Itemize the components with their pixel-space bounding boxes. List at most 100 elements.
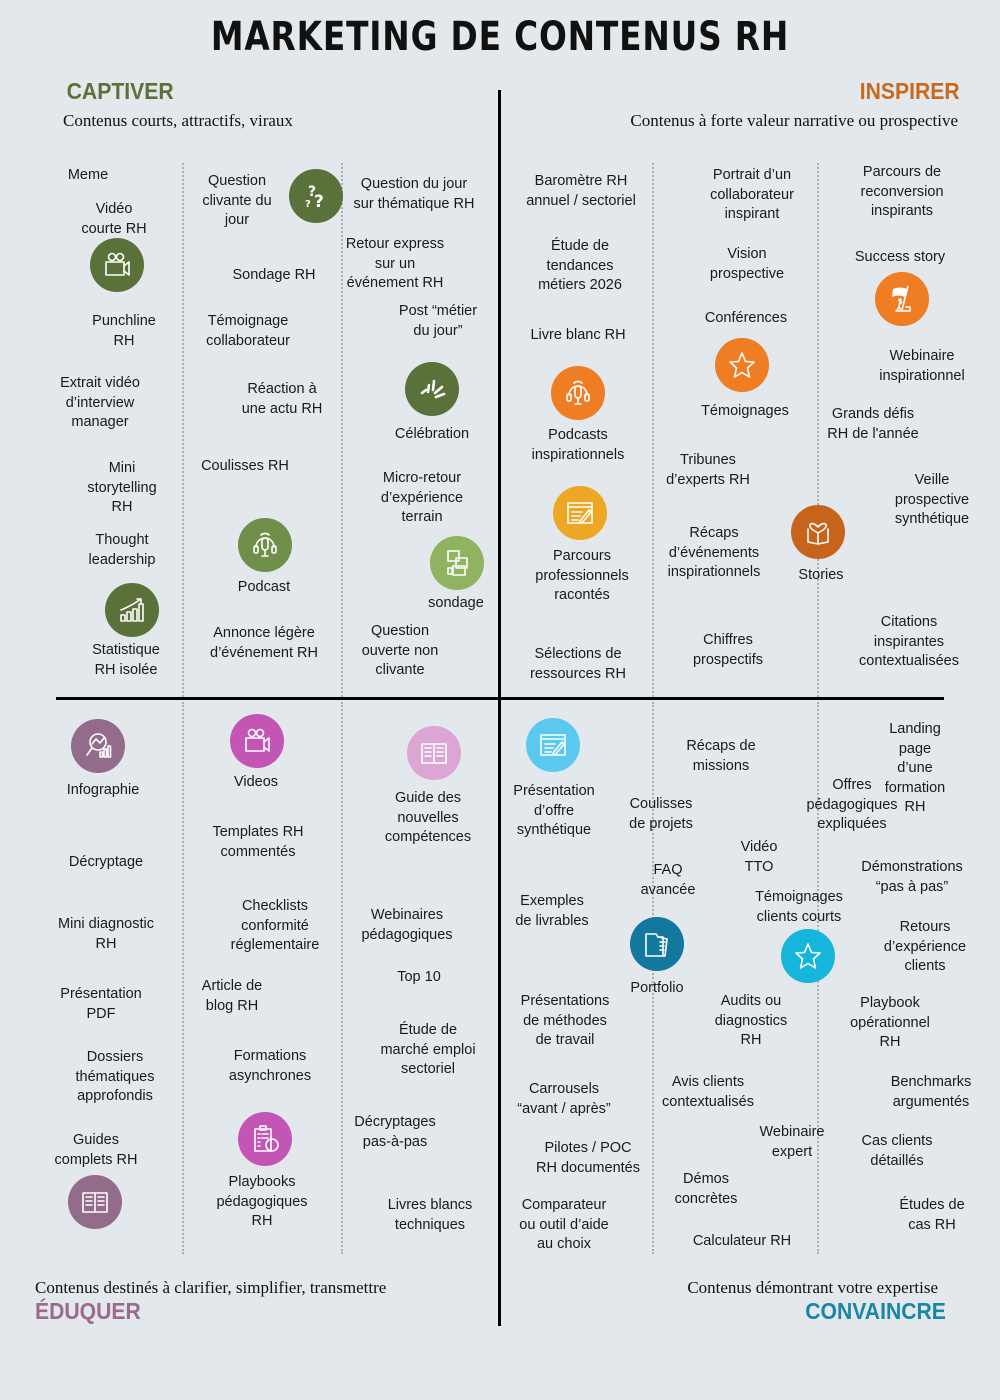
content-type-item: Landing page d’une formation RH xyxy=(884,721,946,815)
content-type-item: Récaps d’événements inspirationnels xyxy=(667,525,761,580)
quadrant-title-inspirer: INSPIRER xyxy=(860,78,960,104)
content-type-item: Calculateur RH xyxy=(692,1233,792,1249)
content-type-item: Thought leadership xyxy=(88,532,156,568)
column-divider xyxy=(652,163,654,697)
content-type-item: Stories xyxy=(798,567,844,583)
svg-text:?: ? xyxy=(314,192,324,212)
quadrant-subtitle-captiver: Contenus courts, attractifs, viraux xyxy=(63,111,293,130)
content-type-item: Exemples de livrables xyxy=(515,893,589,929)
content-type-item: Tribunes d’experts RH xyxy=(666,452,750,488)
content-type-item: Coulisses de projets xyxy=(629,796,693,832)
content-type-item: Conférences xyxy=(704,310,788,326)
vertical-axis-divider xyxy=(498,90,501,1326)
content-type-item: FAQ avancée xyxy=(640,862,696,898)
content-type-item: Études de cas RH xyxy=(899,1197,965,1233)
content-type-item: Question du jour sur thématique RH xyxy=(353,176,475,212)
content-type-item: Post “métier du jour” xyxy=(398,303,478,339)
content-type-item: Question ouverte non clivante xyxy=(361,623,439,678)
content-type-item: Guides complets RH xyxy=(54,1132,138,1168)
content-type-item: Citations inspirantes contextualisées xyxy=(859,614,959,669)
content-type-item: Mini diagnostic RH xyxy=(58,916,154,952)
content-type-item: Webinaire expert xyxy=(759,1124,825,1160)
content-type-item: Vidéo TTO xyxy=(740,839,778,875)
content-type-item: Vidéo courte RH xyxy=(81,201,147,237)
content-type-item: Sondage RH xyxy=(232,267,316,283)
open-book-heart-icon xyxy=(791,505,845,559)
poll-screens-icon xyxy=(430,536,484,590)
column-divider xyxy=(341,163,343,697)
portfolio-folder-icon xyxy=(630,917,684,971)
content-type-item: Coulisses RH xyxy=(201,458,289,474)
content-type-item: Démos concrètes xyxy=(674,1171,738,1207)
content-type-item: Chiffres prospectifs xyxy=(692,632,764,668)
horizontal-axis-divider xyxy=(56,697,944,700)
podcast-microphone-icon xyxy=(238,518,292,572)
content-type-item: Étude de marché emploi sectoriel xyxy=(380,1022,476,1077)
writing-document-icon xyxy=(526,718,580,772)
content-type-item: Punchline RH xyxy=(92,313,156,349)
content-type-item: Formations asynchrones xyxy=(228,1048,312,1084)
podcast-microphone-icon xyxy=(551,366,605,420)
content-type-item: Témoignages xyxy=(701,403,789,419)
content-type-item: Success story xyxy=(854,249,946,265)
quadrant-title-eduquer: ÉDUQUER xyxy=(35,1298,141,1324)
content-type-item: Mini storytelling RH xyxy=(87,460,157,515)
column-divider xyxy=(341,702,343,1254)
content-type-item: Présentations de méthodes de travail xyxy=(520,993,610,1048)
content-type-item: Retours d’expérience clients xyxy=(883,919,967,974)
content-type-item: Pilotes / POC RH documentés xyxy=(536,1140,640,1176)
question-marks-icon: ??? xyxy=(289,169,343,223)
summit-flag-icon xyxy=(875,272,929,326)
content-type-item: Dossiers thématiques approfondis xyxy=(75,1049,155,1104)
content-type-item: Comparateur ou outil d’aide au choix xyxy=(519,1197,609,1252)
content-type-item: Témoignage collaborateur xyxy=(206,313,290,349)
star-icon xyxy=(781,929,835,983)
content-type-item: Webinaires pédagogiques xyxy=(361,907,453,943)
content-type-item: Playbooks pédagogiques RH xyxy=(216,1174,308,1229)
content-type-item: Vision prospective xyxy=(709,246,785,282)
open-book-icon xyxy=(68,1175,122,1229)
content-type-item: Avis clients contextualisés xyxy=(662,1074,754,1110)
content-type-item: Videos xyxy=(233,774,279,790)
video-camera-icon xyxy=(230,714,284,768)
content-type-item: Témoignages clients courts xyxy=(755,889,843,925)
content-type-item: Statistique RH isolée xyxy=(92,642,160,678)
content-type-item: Cas clients détaillés xyxy=(861,1133,933,1169)
growth-chart-icon xyxy=(105,583,159,637)
content-type-item: Livres blancs techniques xyxy=(387,1197,473,1233)
content-type-item: Décryptage xyxy=(68,854,144,870)
content-type-item: Parcours professionnels racontés xyxy=(535,548,629,603)
writing-document-icon xyxy=(553,486,607,540)
content-type-item: Décryptages pas-à-pas xyxy=(354,1114,436,1150)
content-type-item: Portfolio xyxy=(630,980,684,996)
svg-text:?: ? xyxy=(305,199,311,210)
column-divider xyxy=(817,163,819,697)
content-type-item: Offres pédagogiques expliquées xyxy=(806,777,898,832)
content-type-item: Question clivante du jour xyxy=(202,173,272,228)
content-type-item: Étude de tendances métiers 2026 xyxy=(538,238,622,293)
content-type-item: Guide des nouvelles compétences xyxy=(384,790,472,845)
content-type-item: Podcast xyxy=(237,579,291,595)
content-type-item: Carrousels “avant / après” xyxy=(517,1081,611,1117)
content-type-item: Portrait d’un collaborateur inspirant xyxy=(710,167,794,222)
content-type-item: Retour express sur un événement RH xyxy=(345,236,445,291)
column-divider xyxy=(182,163,184,697)
content-type-item: Audits ou diagnostics RH xyxy=(714,993,788,1048)
content-type-item: Podcasts inspirationnels xyxy=(531,427,625,463)
content-type-item: Veille prospective synthétique xyxy=(894,472,970,527)
quadrant-subtitle-eduquer: Contenus destinés à clarifier, simplifie… xyxy=(35,1278,387,1297)
quadrant-title-captiver: CAPTIVER xyxy=(66,78,174,104)
content-type-item: Réaction à une actu RH xyxy=(241,381,323,417)
quadrant-subtitle-inspirer: Contenus à forte valeur narrative ou pro… xyxy=(630,111,958,130)
content-type-item: Meme xyxy=(67,167,109,183)
checklist-clipboard-icon xyxy=(238,1112,292,1166)
video-camera-icon xyxy=(90,238,144,292)
quadrant-subtitle-convaincre: Contenus démontrant votre expertise xyxy=(687,1278,938,1297)
content-type-item: Grands défis RH de l'année xyxy=(827,406,919,442)
content-type-item: Sélections de ressources RH xyxy=(530,646,626,682)
content-type-item: Célébration xyxy=(394,426,470,442)
content-type-item: Infographie xyxy=(66,782,140,798)
content-type-item: Templates RH commentés xyxy=(212,824,304,860)
content-type-item: Parcours de reconversion inspirants xyxy=(860,164,944,219)
content-type-item: Playbook opérationnel RH xyxy=(850,995,930,1050)
